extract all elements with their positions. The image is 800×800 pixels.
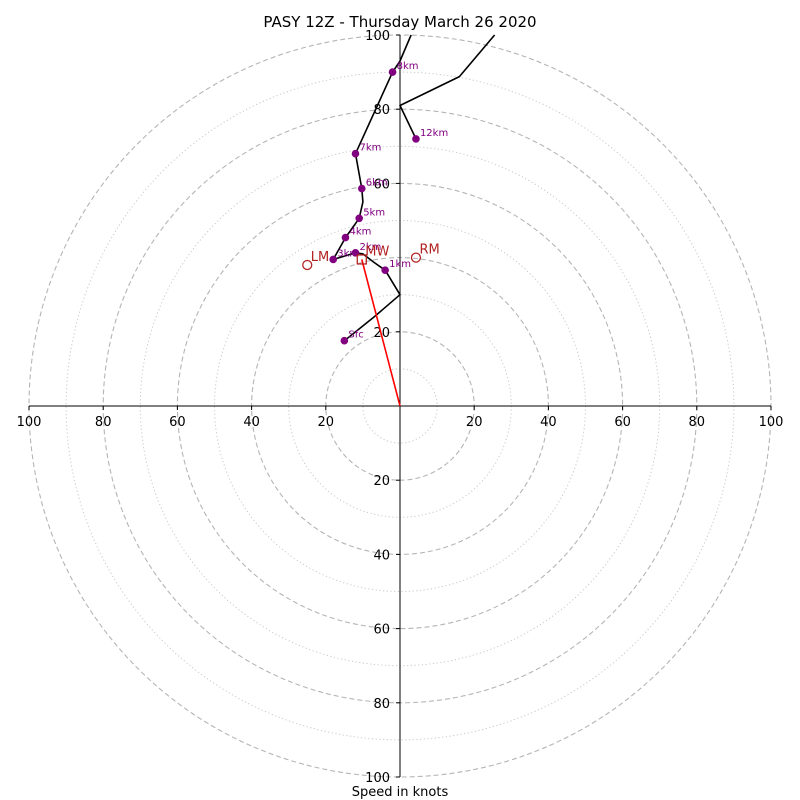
x-tick-label: 20 bbox=[318, 415, 335, 430]
height-marker-label: 6km bbox=[366, 178, 388, 189]
height-marker-label: 7km bbox=[359, 143, 381, 154]
y-tick-label: 40 bbox=[373, 548, 390, 563]
height-marker-label: 2km bbox=[359, 242, 381, 253]
height-marker-label: 12km bbox=[420, 128, 448, 139]
x-tick-label: 40 bbox=[243, 415, 260, 430]
x-axis-label: Speed in knots bbox=[352, 785, 449, 800]
storm-motion-marker bbox=[410, 252, 422, 263]
y-tick-label: 60 bbox=[373, 177, 390, 192]
x-tick-label: 100 bbox=[17, 415, 42, 430]
storm-motion-marker bbox=[302, 259, 313, 271]
hodograph-upper-line bbox=[399, 34, 496, 140]
height-marker bbox=[341, 233, 350, 242]
y-tick-label: 60 bbox=[373, 623, 390, 638]
height-marker bbox=[412, 135, 420, 143]
y-tick-label: 100 bbox=[365, 29, 390, 44]
height-marker bbox=[329, 255, 338, 264]
height-marker-label: 5km bbox=[363, 207, 385, 218]
storm-motion-marker bbox=[356, 254, 367, 265]
mean-wind-vector bbox=[361, 259, 401, 407]
storm-motion-label: MW bbox=[365, 244, 389, 259]
height-marker bbox=[381, 266, 389, 275]
x-tick-label: 80 bbox=[689, 415, 706, 430]
height-marker bbox=[355, 214, 363, 223]
y-tick-label: 80 bbox=[373, 697, 390, 712]
height-marker bbox=[340, 336, 349, 345]
y-tick-label: 20 bbox=[373, 474, 390, 489]
height-marker-label: 1km bbox=[389, 259, 411, 270]
height-marker bbox=[351, 149, 360, 158]
chart-title: PASY 12Z - Thursday March 26 2020 bbox=[263, 13, 536, 31]
height-marker bbox=[388, 68, 397, 76]
x-tick-label: 60 bbox=[169, 415, 186, 430]
tick-labels: 1008060402020406080100100806020204060801… bbox=[17, 29, 784, 786]
x-tick-label: 100 bbox=[759, 415, 784, 430]
height-marker-label: Sfc bbox=[348, 330, 363, 341]
storm-motion-label: LM bbox=[311, 250, 329, 265]
x-tick-label: 20 bbox=[466, 415, 483, 430]
hodograph-line bbox=[332, 34, 412, 342]
storm-motion-label: RM bbox=[419, 243, 439, 258]
height-marker-label: 8km bbox=[397, 61, 419, 72]
storm-motion-markers: RM LM MW bbox=[302, 243, 440, 271]
x-tick-label: 80 bbox=[95, 415, 112, 430]
y-tick-label: 100 bbox=[365, 771, 390, 786]
height-marker bbox=[357, 184, 366, 193]
hodograph-lines bbox=[332, 34, 496, 407]
height-marker-label: 3km bbox=[337, 248, 359, 259]
x-tick-label: 40 bbox=[540, 415, 557, 430]
y-tick-label: 80 bbox=[373, 103, 390, 118]
x-tick-label: 60 bbox=[614, 415, 631, 430]
height-marker-label: 4km bbox=[349, 227, 371, 238]
